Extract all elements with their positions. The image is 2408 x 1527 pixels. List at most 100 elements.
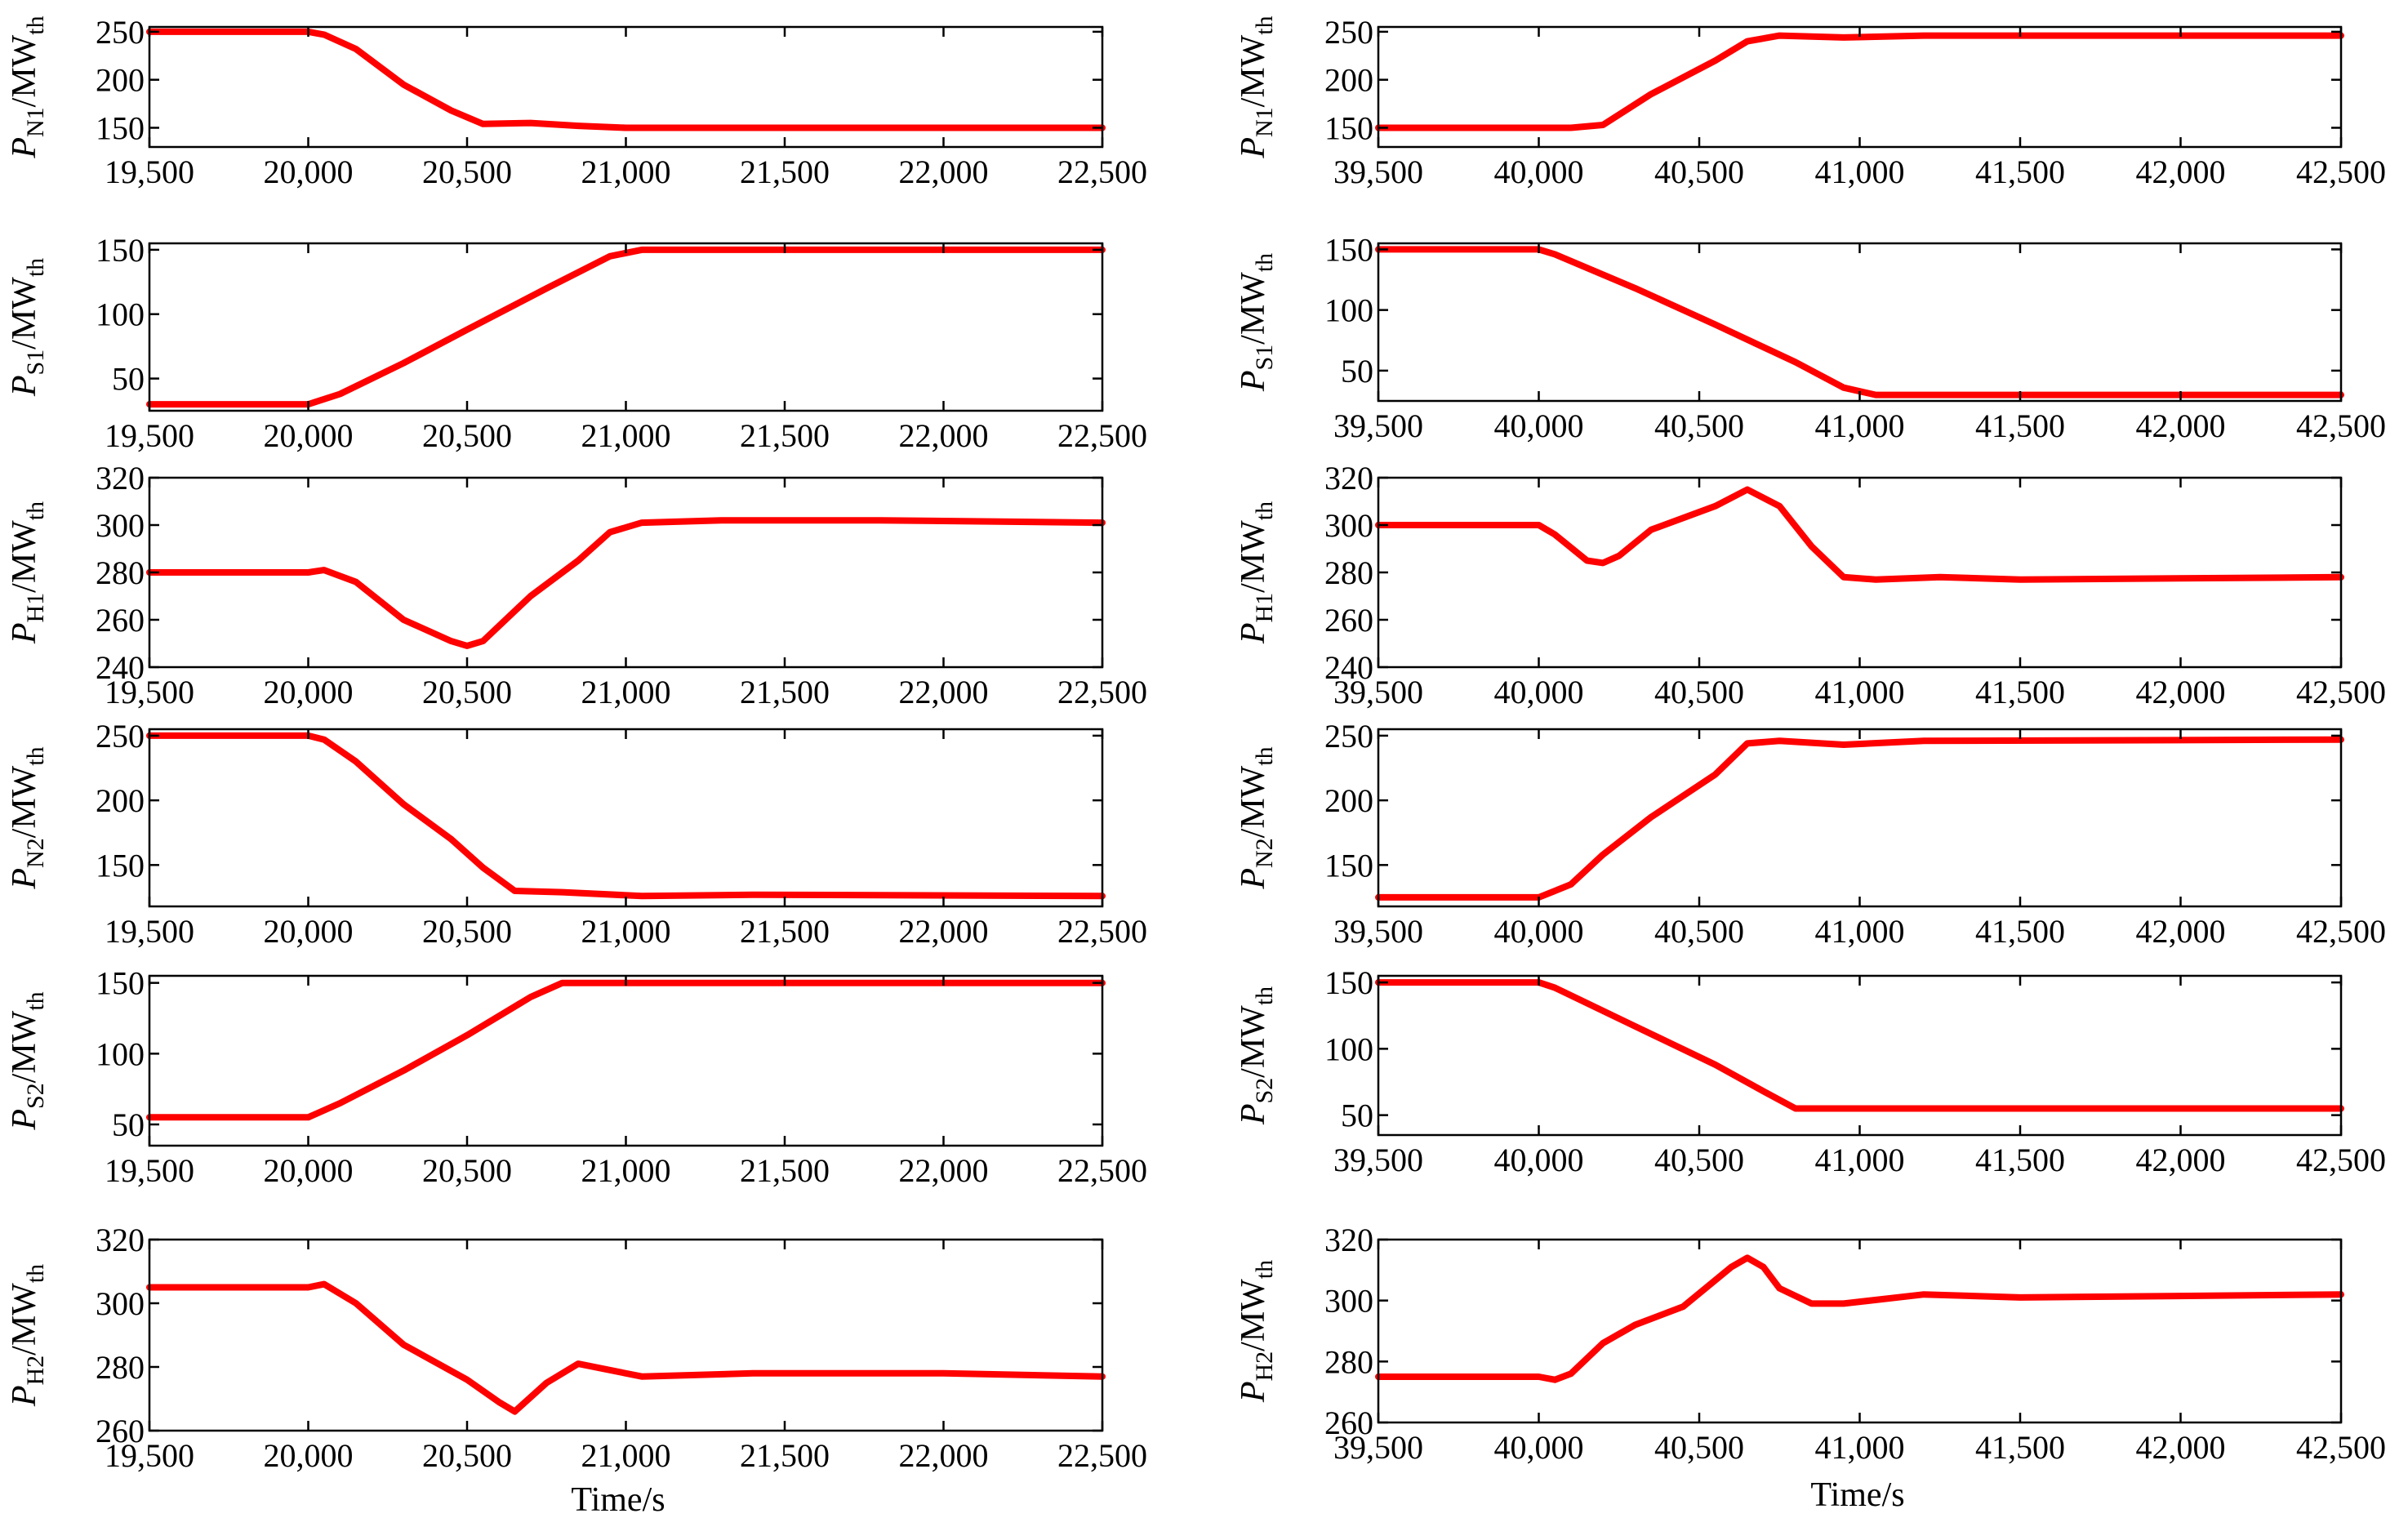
y-tick-label-ph2-right: 300 (1324, 1283, 1373, 1320)
series-line-ps2-left (146, 979, 1106, 1121)
x-tick-label-pn2-right: 40,000 (1494, 913, 1584, 950)
y-tick-label-ps1-left: 150 (96, 232, 145, 269)
chart-panels: 19,500 20,000 20,500 21,000 21,500 22,000 22,5… (6, 14, 2386, 1474)
x-tick-label-pn2-left: 22,000 (899, 913, 989, 950)
plot-frame-ph1-right (1377, 476, 2343, 669)
y-tick-label-pn2-right: 150 (1324, 847, 1373, 884)
plot-frame-pn2-right (1377, 728, 2343, 908)
y-tick-label-ps2-right: 150 (1324, 964, 1373, 1001)
x-tick-label-ps2-right: 39,500 (1333, 1142, 1423, 1178)
panel-ph1-left: 19,500 20,000 20,500 21,000 21,500 22,000 22,5… (6, 460, 1147, 710)
x-tick-label-ph2-right: 39,500 (1333, 1429, 1423, 1466)
y-tick-label-ph2-right: 280 (1324, 1343, 1373, 1380)
x-tick-label-pn1-left: 22,500 (1057, 154, 1147, 190)
x-tick-label-ps1-left: 19,500 (105, 417, 194, 454)
series-line-ps1-left (146, 246, 1106, 408)
series-line-ph1-left (146, 517, 1106, 649)
x-tick-label-ps2-right: 41,500 (1975, 1142, 2065, 1178)
x-tick-label-pn2-left: 19,500 (105, 913, 194, 950)
y-tick-label-ph2-left: 280 (96, 1349, 145, 1386)
x-tick-label-pn1-left: 22,000 (899, 154, 989, 190)
x-tick-label-pn2-right: 41,000 (1815, 913, 1905, 950)
x-tick-label-pn1-right: 41,000 (1815, 154, 1905, 190)
x-tick-label-pn2-left: 20,000 (264, 913, 354, 950)
y-tick-label-ph2-right: 260 (1324, 1405, 1373, 1441)
x-tick-label-ps1-right: 40,000 (1494, 407, 1584, 444)
x-tick-label-pn1-left: 19,500 (105, 154, 194, 190)
x-tick-label-ps1-right: 39,500 (1333, 407, 1423, 444)
y-tick-label-pn2-left: 150 (96, 847, 145, 884)
panel-ph2-left: 19,500 20,000 20,500 21,000 21,500 22,000 22,5… (6, 1222, 1147, 1474)
x-tick-label-ps2-right: 40,500 (1654, 1142, 1744, 1178)
x-tick-label-pn2-right: 42,500 (2296, 913, 2386, 950)
y-tick-label-ps2-right: 100 (1324, 1031, 1373, 1067)
panel-pn2-right: 39,500 40,000 40,500 41,000 41,500 42,000 42,5… (1235, 718, 2386, 950)
x-tick-label-ph1-left: 21,000 (581, 674, 671, 710)
x-tick-label-ph2-right: 40,000 (1494, 1429, 1584, 1466)
x-tick-label-pn1-left: 21,000 (581, 154, 671, 190)
y-tick-label-ps2-left: 100 (96, 1035, 145, 1072)
x-tick-label-ph2-left: 22,000 (899, 1437, 989, 1474)
y-tick-label-ps1-right: 150 (1324, 231, 1373, 268)
x-tick-label-pn1-right: 41,500 (1975, 154, 2065, 190)
y-tick-label-ps2-left: 50 (112, 1106, 145, 1143)
x-tick-label-pn2-left: 22,500 (1057, 913, 1147, 950)
x-tick-label-pn2-left: 21,000 (581, 913, 671, 950)
x-tick-label-ph2-right: 42,000 (2136, 1429, 2226, 1466)
series-line-ps1-right (1375, 246, 2344, 398)
x-tick-label-ps1-left: 21,000 (581, 417, 671, 454)
panel-ps2-left: 19,500 20,000 20,500 21,000 21,500 22,000 22,5… (6, 965, 1147, 1189)
x-tick-label-ps2-left: 21,500 (740, 1152, 830, 1189)
plot-frame-pn2-left (148, 728, 1104, 908)
plot-frame-ps1-right (1377, 242, 2343, 403)
y-tick-label-pn2-right: 250 (1324, 718, 1373, 755)
series-line-ph2-right (1375, 1254, 2344, 1383)
x-tick-label-ps2-left: 21,000 (581, 1152, 671, 1189)
plot-frame-ps1-left (148, 242, 1104, 412)
x-tick-label-ps2-right: 41,000 (1815, 1142, 1905, 1178)
y-tick-label-ps1-right: 50 (1341, 353, 1373, 390)
x-tick-label-ph1-right: 41,000 (1815, 674, 1905, 710)
x-tick-label-ph1-left: 20,000 (264, 674, 354, 710)
y-tick-label-ps2-left: 150 (96, 965, 145, 1002)
x-tick-label-ph2-right: 42,500 (2296, 1429, 2386, 1466)
x-tick-label-ph1-right: 42,500 (2296, 674, 2386, 710)
y-tick-label-pn1-left: 200 (96, 62, 145, 99)
y-axis-label-ph2-left: PH2/MWth (6, 1264, 49, 1407)
x-tick-label-pn1-right: 42,000 (2136, 154, 2226, 190)
x-tick-label-ph1-right: 42,000 (2136, 674, 2226, 710)
series-line-ph2-left (146, 1280, 1106, 1415)
y-tick-label-ph2-right: 320 (1324, 1222, 1373, 1258)
y-tick-label-ph2-left: 320 (96, 1222, 145, 1258)
y-axis-label-pn2-left: PN2/MWth (6, 746, 49, 889)
x-tick-label-pn1-right: 40,000 (1494, 154, 1584, 190)
y-axis-label-ph1-right: PH1/MWth (1235, 501, 1278, 644)
x-tick-label-ps1-right: 40,500 (1654, 407, 1744, 444)
x-axis-label-left: Time/s (571, 1481, 665, 1519)
y-tick-label-ph1-left: 320 (96, 460, 145, 496)
x-tick-label-ph1-left: 21,500 (740, 674, 830, 710)
x-tick-label-ps1-left: 20,000 (264, 417, 354, 454)
x-tick-label-ph1-right: 39,500 (1333, 674, 1423, 710)
x-tick-label-ps1-right: 41,000 (1815, 407, 1905, 444)
x-tick-label-ph2-right: 41,500 (1975, 1429, 2065, 1466)
x-tick-label-pn2-right: 40,500 (1654, 913, 1744, 950)
x-tick-label-ps1-left: 21,500 (740, 417, 830, 454)
y-tick-label-ph1-right: 280 (1324, 554, 1373, 591)
y-tick-label-ph1-right: 240 (1324, 649, 1373, 686)
y-tick-label-pn1-right: 200 (1324, 62, 1373, 99)
x-tick-label-ph2-right: 40,500 (1654, 1429, 1744, 1466)
x-tick-label-pn1-right: 40,500 (1654, 154, 1744, 190)
y-tick-label-pn2-left: 200 (96, 782, 145, 819)
x-tick-label-ps2-left: 22,000 (899, 1152, 989, 1189)
x-tick-label-ph1-right: 40,500 (1654, 674, 1744, 710)
y-axis-label-ps1-right: PS1/MWth (1235, 253, 1278, 392)
x-tick-label-pn2-right: 39,500 (1333, 913, 1423, 950)
plot-frame-ph2-right (1377, 1238, 2343, 1424)
x-tick-label-ph2-left: 20,000 (264, 1437, 354, 1474)
x-tick-label-ph1-left: 22,500 (1057, 674, 1147, 710)
y-tick-label-pn1-left: 250 (96, 14, 145, 51)
y-tick-label-ps1-left: 100 (96, 296, 145, 333)
y-axis-label-ps2-right: PS2/MWth (1235, 986, 1278, 1125)
